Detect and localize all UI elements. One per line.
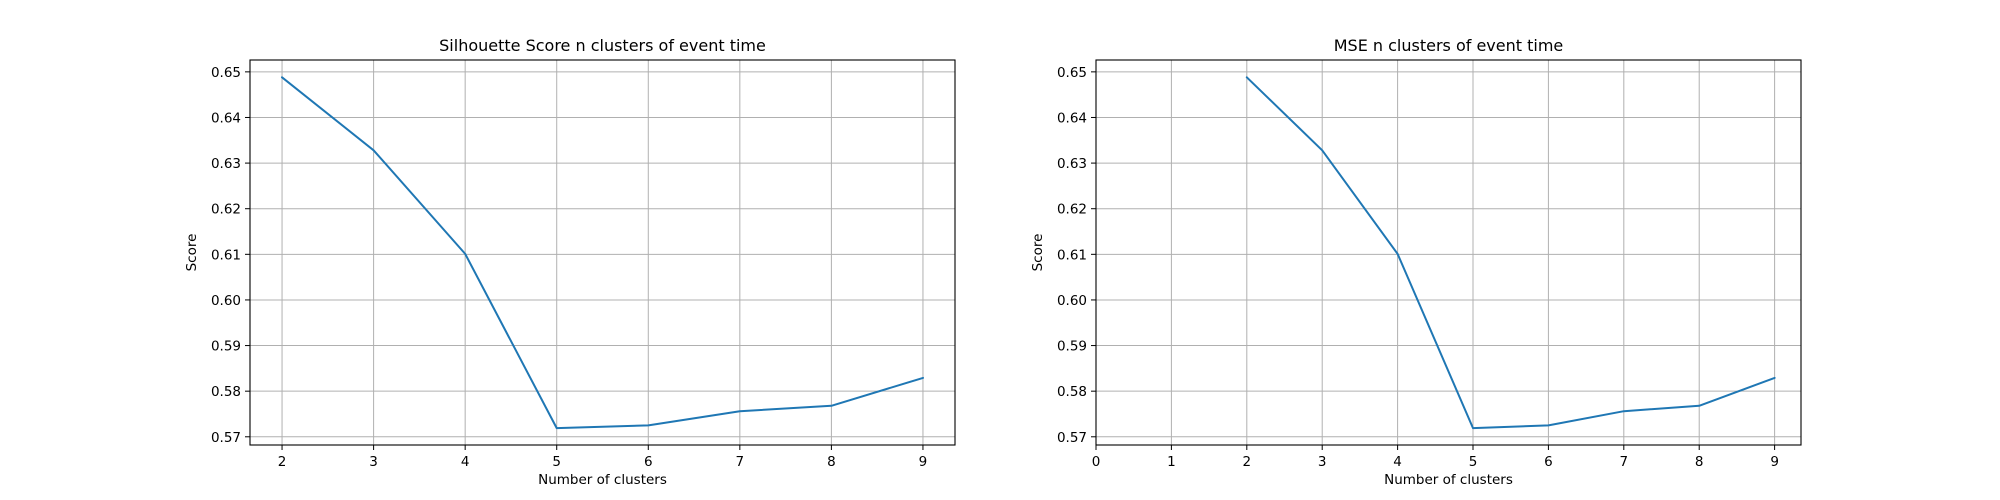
silhouette-plot-frame [249, 59, 956, 446]
mse-y-tick-label: 0.65 [1057, 65, 1087, 81]
silhouette-x-axis-label: Number of clusters [538, 472, 667, 488]
mse-x-tick-label: 0 [1092, 454, 1101, 470]
mse-x-tick-label: 1 [1167, 454, 1176, 470]
silhouette-chart: 2 3 4 5 6 7 8 9 0.57 0.58 0.59 0.60 0.61 0.62 0.63 0.64… [184, 36, 956, 488]
silhouette-grid [250, 60, 955, 445]
silhouette-series [281, 76, 924, 430]
silhouette-y-tick-label: 0.59 [211, 339, 241, 355]
mse-x-tick-label: 5 [1469, 454, 1478, 470]
mse-x-axis-label: Number of clusters [1384, 472, 1513, 488]
silhouette-x-tick-label: 6 [644, 454, 653, 470]
mse-y-tick-label: 0.64 [1057, 110, 1087, 126]
mse-grid [1095, 60, 1801, 445]
mse-x-tick-label: 7 [1620, 454, 1629, 470]
mse-x-tick-label: 2 [1243, 454, 1252, 470]
mse-y-tick-label: 0.57 [1057, 430, 1087, 446]
silhouette-y-tick-label: 0.64 [211, 110, 241, 126]
mse-plot-frame [1095, 59, 1802, 446]
silhouette-x-tick-label: 8 [827, 454, 836, 470]
silhouette-y-axis-label: Score [184, 234, 200, 272]
mse-y-tick-label: 0.61 [1057, 247, 1087, 263]
mse-ticks: 0 1 2 3 4 5 6 7 8 9 0.57 0.58 0.59 0.60 0.61 0.62 0.63 0.… [1057, 65, 1779, 470]
silhouette-y-tick-label: 0.65 [211, 65, 241, 81]
silhouette-x-tick-label: 7 [736, 454, 745, 470]
mse-y-axis-label: Score [1030, 234, 1046, 272]
silhouette-x-tick-label: 5 [552, 454, 561, 470]
mse-chart: 0 1 2 3 4 5 6 7 8 9 0.57 0.58 0.59 0.60 0.61 0.62 0.63 0.… [1030, 36, 1802, 488]
silhouette-y-tick-label: 0.58 [211, 384, 241, 400]
mse-y-tick-label: 0.63 [1057, 156, 1087, 172]
silhouette-x-tick-label: 4 [461, 454, 470, 470]
silhouette-chart-title: Silhouette Score n clusters of event tim… [439, 36, 766, 55]
mse-y-tick-label: 0.59 [1057, 339, 1087, 355]
silhouette-series-line [281, 76, 924, 430]
mse-x-tick-label: 6 [1544, 454, 1553, 470]
silhouette-x-tick-label: 3 [369, 454, 378, 470]
mse-chart-title: MSE n clusters of event time [1334, 36, 1564, 55]
mse-y-tick-label: 0.58 [1057, 384, 1087, 400]
mse-x-tick-label: 3 [1318, 454, 1327, 470]
silhouette-y-tick-label: 0.63 [211, 156, 241, 172]
mse-series [1245, 76, 1776, 430]
silhouette-x-tick-label: 9 [919, 454, 928, 470]
silhouette-ticks: 2 3 4 5 6 7 8 9 0.57 0.58 0.59 0.60 0.61 0.62 0.63 0.64… [211, 65, 927, 470]
mse-series-line [1245, 76, 1776, 430]
silhouette-y-tick-label: 0.61 [211, 247, 241, 263]
silhouette-y-tick-label: 0.60 [211, 293, 241, 309]
mse-x-tick-label: 9 [1770, 454, 1779, 470]
silhouette-x-tick-label: 2 [278, 454, 287, 470]
silhouette-y-tick-label: 0.62 [211, 202, 241, 218]
mse-x-tick-label: 4 [1393, 454, 1402, 470]
mse-x-tick-label: 8 [1695, 454, 1704, 470]
silhouette-y-tick-label: 0.57 [211, 430, 241, 446]
mse-y-tick-label: 0.60 [1057, 293, 1087, 309]
mse-y-tick-label: 0.62 [1057, 202, 1087, 218]
